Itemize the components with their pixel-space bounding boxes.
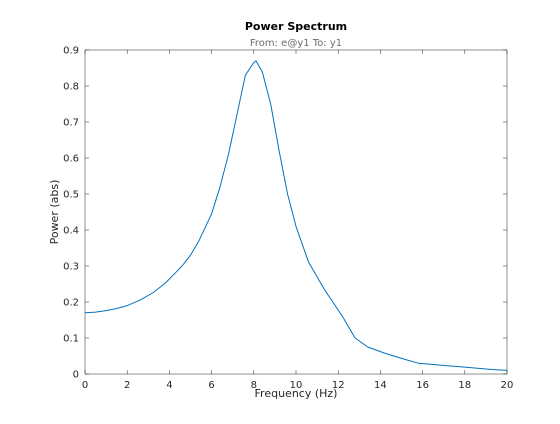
- plot-area: [85, 50, 507, 374]
- y-tick-label: 0.4: [63, 226, 79, 237]
- y-tick-label: 0.1: [63, 334, 79, 345]
- power-spectrum-line: [84, 60, 508, 371]
- y-tick-label: 0.2: [63, 298, 79, 309]
- y-tick-label: 0: [73, 370, 79, 381]
- y-tick-label: 0.6: [63, 154, 79, 165]
- y-tick-label: 0.3: [63, 262, 79, 273]
- x-tick-label: 18: [458, 380, 471, 391]
- y-axis-label: Power (abs): [48, 180, 61, 245]
- series-group: [84, 60, 508, 371]
- plot-frame: [84, 49, 508, 375]
- x-tick-label: 14: [374, 380, 387, 391]
- x-axis-label: Frequency (Hz): [255, 387, 338, 400]
- y-tick-label: 0.8: [63, 82, 79, 93]
- x-tick-label: 12: [332, 380, 345, 391]
- x-tick-label: 20: [501, 380, 514, 391]
- x-tick-label: 2: [124, 380, 130, 391]
- chart-subtitle: From: e@y1 To: y1: [250, 38, 342, 49]
- y-tick-label: 0.5: [63, 190, 79, 201]
- x-tick-label: 6: [208, 380, 214, 391]
- chart-title: Power Spectrum: [245, 20, 347, 33]
- y-tick-label: 0.9: [63, 46, 79, 57]
- x-tick-label: 16: [416, 380, 429, 391]
- x-tick-label: 0: [82, 380, 88, 391]
- x-axis-ticks: 0 2 4 6 8 10 12 14 16 18 20: [82, 50, 514, 391]
- x-tick-label: 4: [166, 380, 172, 391]
- x-tick-label: 10: [290, 380, 303, 391]
- x-tick-label: 8: [251, 380, 257, 391]
- y-tick-label: 0.7: [63, 118, 79, 129]
